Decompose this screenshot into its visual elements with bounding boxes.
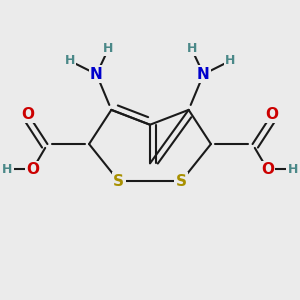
Text: H: H	[2, 163, 13, 176]
Text: N: N	[197, 67, 210, 82]
Text: H: H	[103, 42, 114, 56]
Text: H: H	[186, 42, 197, 56]
Text: S: S	[176, 174, 187, 189]
Text: O: O	[266, 107, 278, 122]
Text: O: O	[26, 162, 39, 177]
Text: O: O	[261, 162, 274, 177]
Text: H: H	[287, 163, 298, 176]
Text: H: H	[225, 54, 236, 67]
Text: N: N	[90, 67, 103, 82]
Text: H: H	[64, 54, 75, 67]
Text: O: O	[22, 107, 34, 122]
Text: S: S	[113, 174, 124, 189]
